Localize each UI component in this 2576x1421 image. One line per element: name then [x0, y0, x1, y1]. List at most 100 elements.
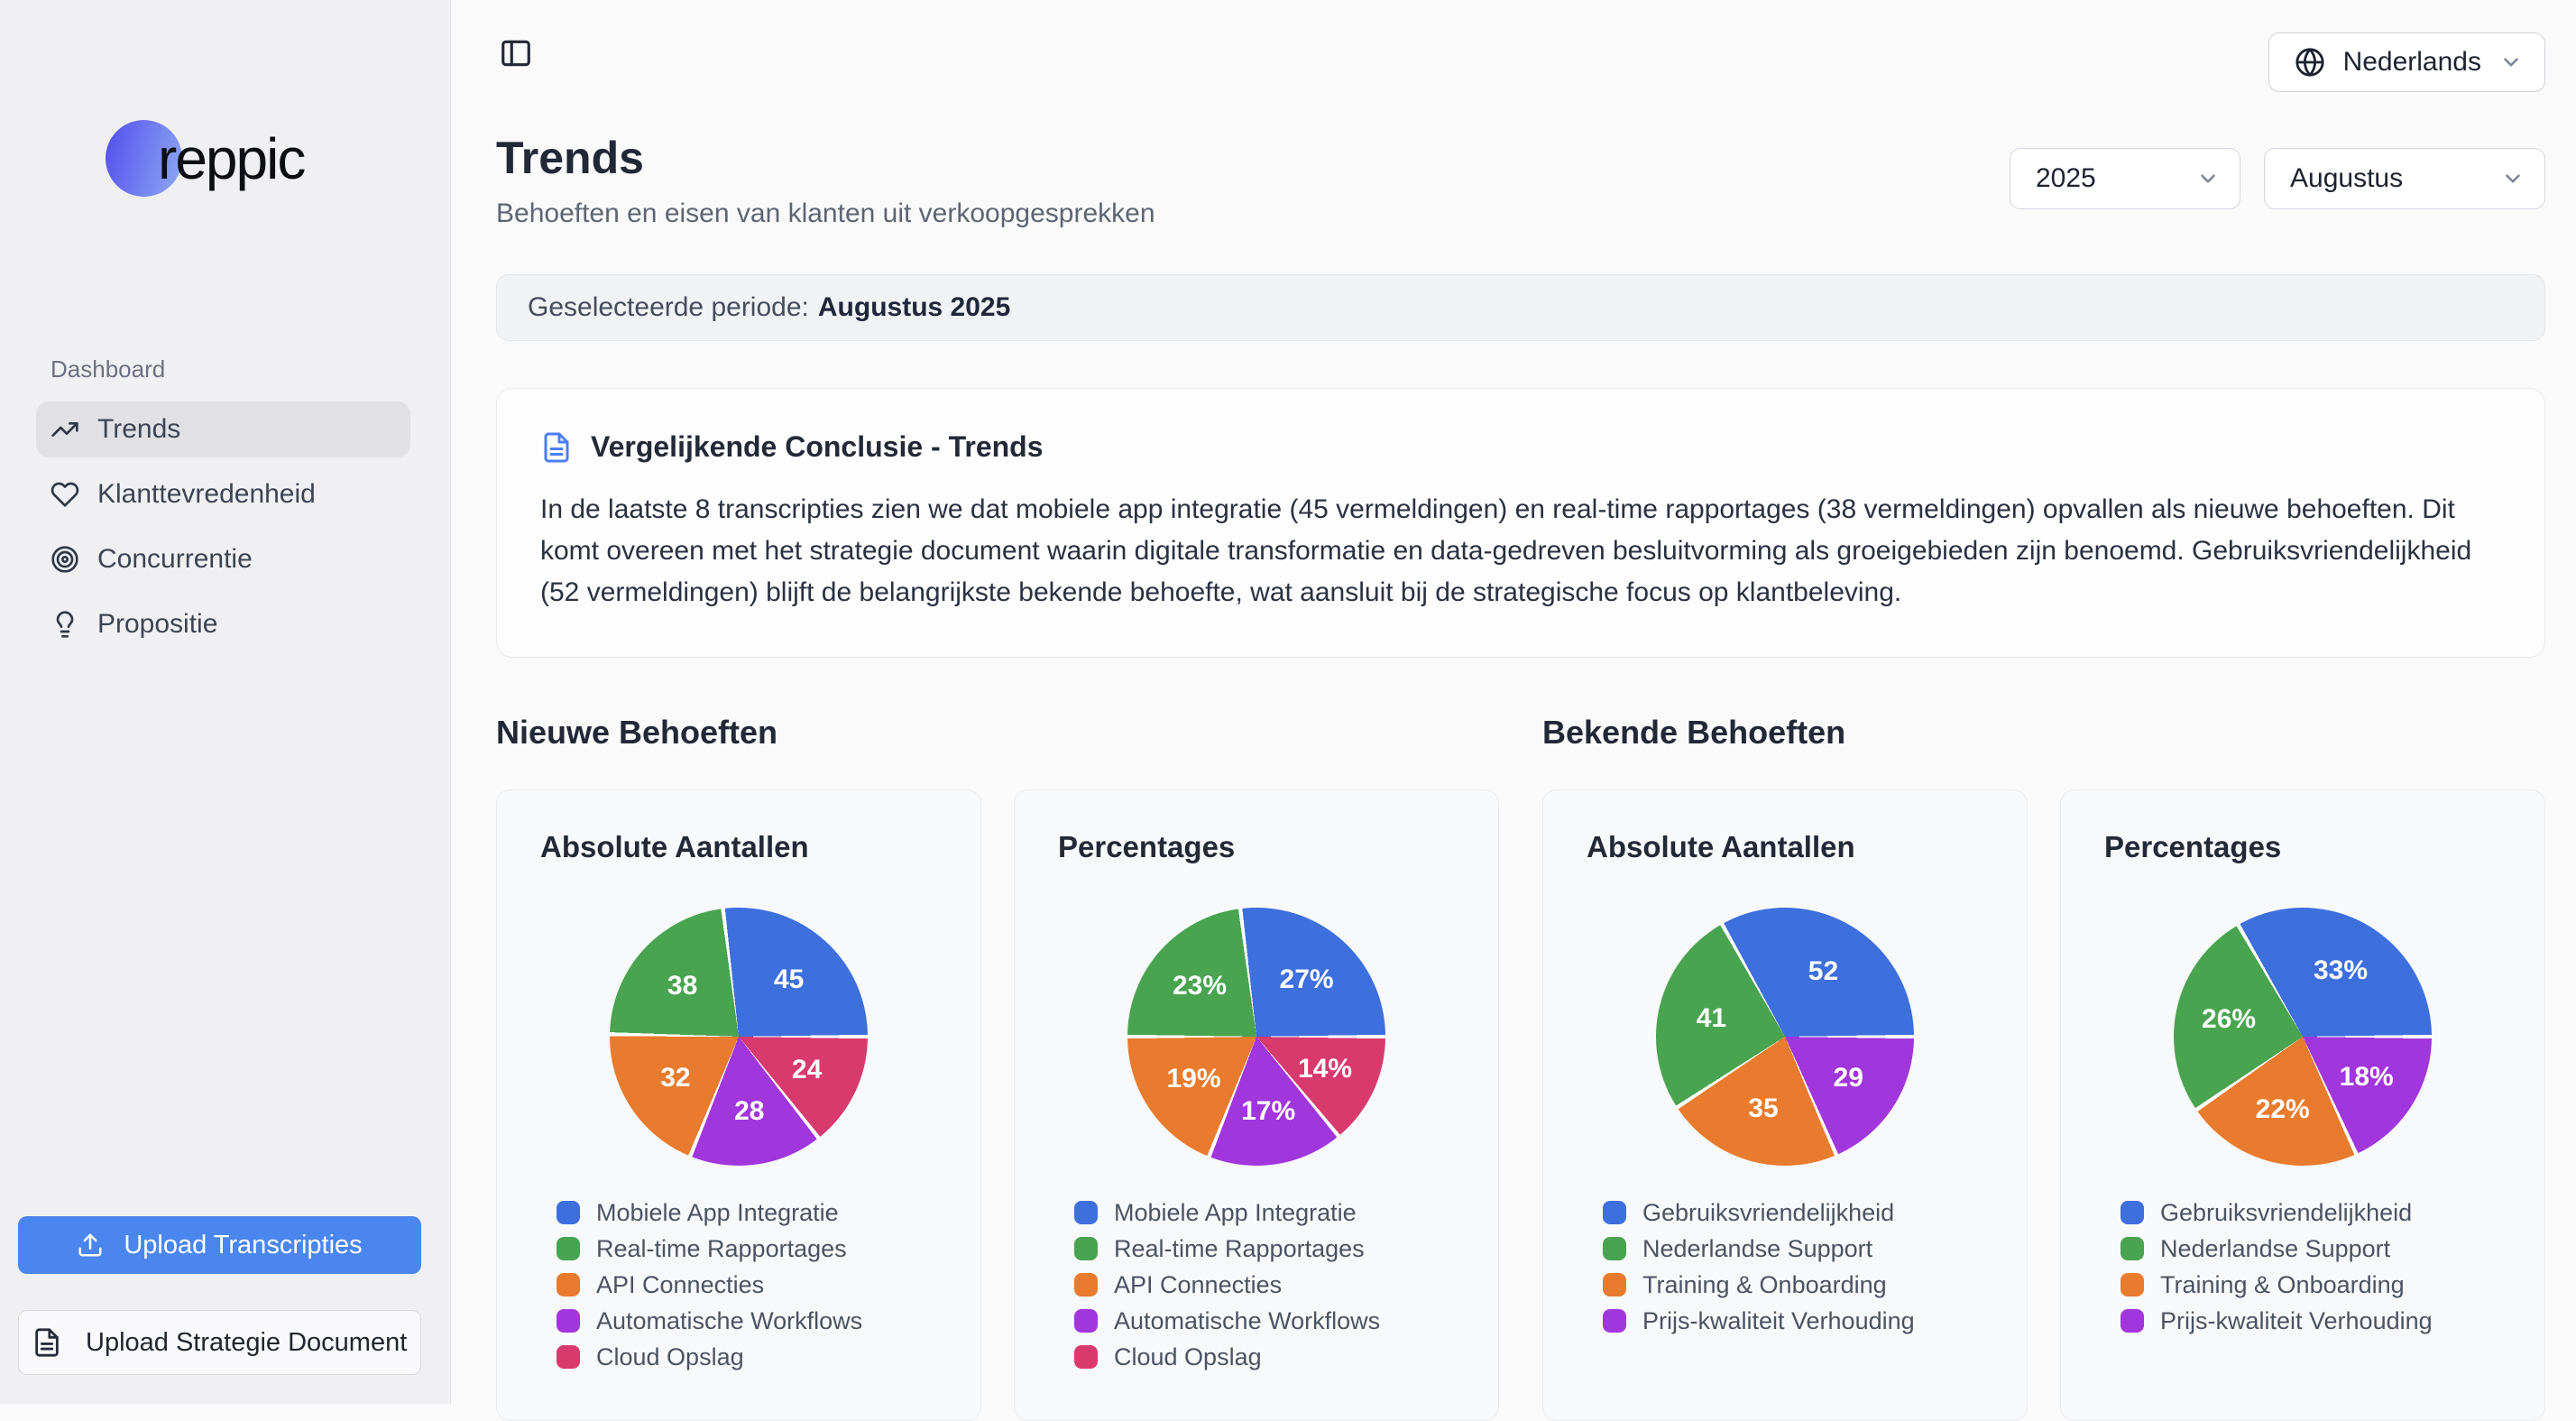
selected-period-value: Augustus 2025 — [817, 292, 1011, 322]
legend-label: Real-time Rapportages — [596, 1234, 847, 1262]
chart-card: Percentages 18% 22% 26% 33% Gebruiksvriendeli… — [2060, 789, 2545, 1421]
legend-label: API Connecties — [596, 1270, 765, 1298]
upload-transcripts-button[interactable]: Upload Transcripties — [18, 1216, 421, 1274]
pie-slice-value: 45 — [773, 964, 805, 995]
legend-swatch — [557, 1309, 580, 1333]
sidebar-item-klanttevredenheid[interactable]: Klanttevredenheid — [36, 466, 410, 522]
legend-item: Training & Onboarding — [1603, 1267, 2027, 1303]
chevron-down-icon — [2196, 167, 2220, 190]
pie — [2174, 908, 2432, 1166]
pie-chart: 29 35 41 52 — [1656, 908, 1914, 1166]
pie-slice-value: 29 — [1833, 1063, 1863, 1093]
pie-legend: Gebruiksvriendelijkheid Nederlandse Suppo… — [1603, 1195, 2027, 1339]
legend-item: Mobiele App Integratie — [557, 1195, 980, 1231]
sidebar-item-concurrentie[interactable]: Concurrentie — [36, 531, 410, 587]
legend-item: Gebruiksvriendelijkheid — [2121, 1195, 2544, 1231]
upload-strategy-label: Upload Strategie Document — [86, 1327, 408, 1357]
legend-label: Mobiele App Integratie — [596, 1198, 839, 1226]
pie-chart: 18% 22% 26% 33% — [2174, 908, 2432, 1166]
legend-item: Cloud Opslag — [1074, 1339, 1498, 1375]
legend-swatch — [2121, 1273, 2144, 1296]
upload-strategy-button[interactable]: Upload Strategie Document — [18, 1310, 421, 1375]
sidebar-toggle-icon[interactable] — [499, 36, 533, 70]
legend-swatch — [557, 1273, 580, 1296]
pie-chart: 24 28 32 38 45 — [610, 908, 868, 1166]
legend-swatch — [557, 1237, 580, 1260]
selected-period-banner: Geselecteerde periode: Augustus 2025 — [496, 274, 2545, 341]
chevron-down-icon — [2501, 167, 2525, 190]
legend-item: Mobiele App Integratie — [1074, 1195, 1498, 1231]
legend-swatch — [1074, 1309, 1098, 1333]
sidebar-item-label: Propositie — [97, 609, 218, 639]
file-text-icon — [32, 1327, 62, 1358]
legend-item: Prijs-kwaliteit Verhouding — [2121, 1303, 2544, 1339]
legend-item: Prijs-kwaliteit Verhouding — [1603, 1303, 2027, 1339]
chart-card: Percentages 14% 17% 19% 23% 27% Mobiele App In… — [1014, 789, 1499, 1421]
pie-slice-value: 41 — [1696, 1003, 1727, 1034]
legend-item: Automatische Workflows — [1074, 1303, 1498, 1339]
legend-swatch — [1603, 1237, 1626, 1260]
brand-name: reppic — [158, 125, 306, 191]
legend-swatch — [1074, 1345, 1098, 1369]
pie-slice-value: 38 — [667, 970, 698, 1001]
year-select[interactable]: 2025 — [2010, 148, 2240, 209]
chart-card: Absolute Aantallen 29 35 41 52 Gebruiksvriend… — [1542, 789, 2028, 1421]
chevron-down-icon — [2499, 51, 2523, 74]
pie-slice-value: 52 — [1808, 955, 1839, 986]
sidebar-item-label: Concurrentie — [97, 544, 253, 574]
legend-label: Automatische Workflows — [1114, 1306, 1381, 1334]
heart-icon — [51, 480, 79, 509]
chart-card-title: Absolute Aantallen — [540, 830, 809, 863]
pie — [1127, 908, 1385, 1166]
lightbulb-icon — [51, 610, 79, 639]
month-select[interactable]: Augustus — [2264, 148, 2545, 209]
legend-swatch — [1603, 1201, 1626, 1224]
pie-slice-value: 17% — [1241, 1095, 1296, 1126]
legend-item: Nederlandse Support — [2121, 1231, 2544, 1267]
legend-label: Prijs-kwaliteit Verhouding — [2160, 1306, 2433, 1334]
pie-slice-value: 24 — [791, 1054, 823, 1084]
month-value: Augustus — [2290, 163, 2404, 193]
legend-item: Cloud Opslag — [557, 1339, 980, 1375]
sidebar-item-trends[interactable]: Trends — [36, 401, 410, 457]
sidebar-nav: Trends Klanttevredenheid Concurrentie Propo… — [36, 401, 410, 652]
legend-item: Real-time Rapportages — [557, 1231, 980, 1267]
legend-item: Training & Onboarding — [2121, 1267, 2544, 1303]
pie-slice-value: 27% — [1279, 964, 1334, 994]
pie-legend: Gebruiksvriendelijkheid Nederlandse Suppo… — [2121, 1195, 2544, 1339]
section-title: Bekende Behoeften — [1542, 714, 1846, 751]
legend-item: Real-time Rapportages — [1074, 1231, 1498, 1267]
pie-slice-value: 23% — [1172, 971, 1228, 1001]
pie — [610, 908, 868, 1166]
legend-item: API Connecties — [557, 1267, 980, 1303]
legend-label: Gebruiksvriendelijkheid — [2160, 1198, 2413, 1226]
language-select[interactable]: Nederlands — [2268, 32, 2545, 92]
section-title: Nieuwe Behoeften — [496, 714, 778, 751]
legend-label: Training & Onboarding — [1642, 1270, 1887, 1298]
pie-chart: 14% 17% 19% 23% 27% — [1127, 908, 1385, 1166]
legend-item: Gebruiksvriendelijkheid — [1603, 1195, 2027, 1231]
language-value: Nederlands — [2342, 47, 2481, 77]
legend-label: Cloud Opslag — [1114, 1343, 1262, 1370]
legend-swatch — [1074, 1237, 1098, 1260]
pie-slice-value: 32 — [660, 1063, 691, 1093]
legend-item: Nederlandse Support — [1603, 1231, 2027, 1267]
pie-slice-value: 14% — [1297, 1053, 1353, 1084]
chart-card-title: Percentages — [1058, 830, 1236, 863]
chart-card-title: Absolute Aantallen — [1587, 830, 1855, 863]
pie — [1656, 908, 1914, 1166]
legend-swatch — [557, 1201, 580, 1224]
legend-swatch — [1074, 1273, 1098, 1296]
chart-group: Bekende Behoeften Absolute Aantallen 29 35 4… — [1542, 714, 2545, 1421]
legend-label: API Connecties — [1114, 1270, 1283, 1298]
sidebar: reppic Dashboard Trends Klanttevredenheid… — [0, 0, 451, 1404]
pie-slice-value: 33% — [2313, 955, 2369, 986]
sidebar-item-label: Klanttevredenheid — [97, 479, 316, 509]
legend-item: API Connecties — [1074, 1267, 1498, 1303]
sidebar-item-propositie[interactable]: Propositie — [36, 596, 410, 652]
legend-label: Nederlandse Support — [2160, 1234, 2391, 1262]
page-title: Trends — [496, 133, 644, 183]
legend-label: Gebruiksvriendelijkheid — [1642, 1198, 1895, 1226]
pie-slice-value: 28 — [734, 1096, 765, 1127]
sidebar-buttons: Upload Transcripties Upload Strategie Do… — [18, 1216, 421, 1375]
